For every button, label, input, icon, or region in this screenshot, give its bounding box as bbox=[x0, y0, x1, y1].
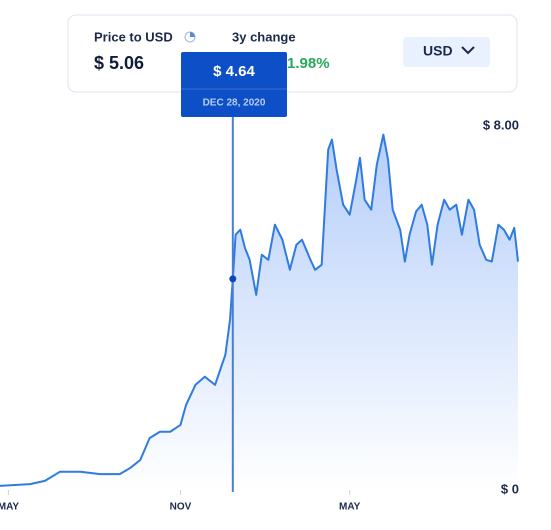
y-tick-label: $ 8.00 bbox=[483, 117, 519, 132]
price-label: Price to USD bbox=[94, 29, 173, 44]
change: 1.98% bbox=[287, 55, 330, 72]
hover-dot bbox=[229, 275, 237, 283]
x-tick-label: MAY bbox=[0, 502, 19, 513]
chevron[interactable] bbox=[461, 46, 475, 55]
tooltip: $ 4.64 DEC 28, 2020 bbox=[181, 52, 287, 492]
plot: $ 0 $ 8.00 MAY NOV MAY bbox=[0, 117, 519, 513]
area bbox=[0, 134, 518, 490]
currency[interactable]: USD bbox=[423, 43, 453, 59]
price-line bbox=[0, 133, 519, 487]
tooltip-box bbox=[181, 52, 287, 117]
currency-select[interactable] bbox=[403, 37, 490, 67]
tooltip-date: DEC 28, 2020 bbox=[203, 98, 266, 109]
price: $ 5.06 bbox=[94, 53, 144, 73]
x-tick-label: MAY bbox=[339, 502, 361, 513]
summary-card bbox=[67, 14, 518, 93]
x-tick-label: NOV bbox=[170, 502, 192, 513]
y-tick-label: $ 0 bbox=[501, 481, 519, 496]
pie-icon bbox=[184, 31, 196, 43]
change-label: 3y change bbox=[232, 29, 296, 44]
tooltip-value: $ 4.64 bbox=[213, 63, 255, 80]
